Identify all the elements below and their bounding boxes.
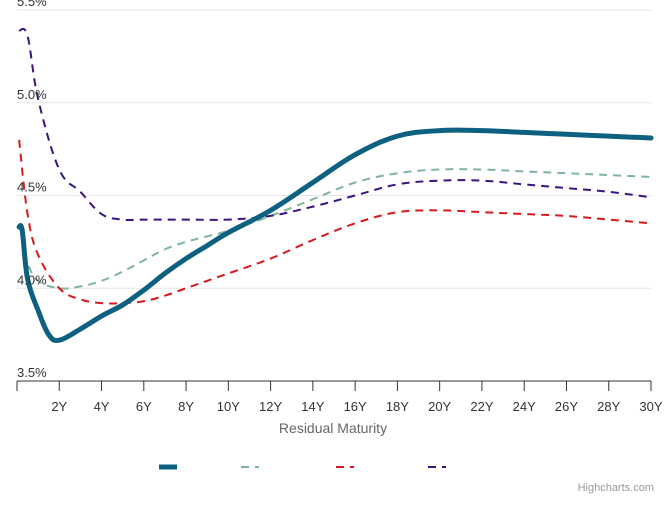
- x-tick-label: 26Y: [555, 399, 578, 414]
- x-tick-label: 4Y: [94, 399, 110, 414]
- highcharts-credit-link[interactable]: Highcharts.com: [577, 482, 654, 494]
- series-line-4[interactable]: [18, 27, 652, 222]
- series-line-1[interactable]: [16, 127, 654, 343]
- x-tick-label: 16Y: [344, 399, 367, 414]
- y-tick-label: 4.5%: [17, 180, 47, 195]
- y-tick-label: 3.5%: [17, 365, 47, 380]
- series-line-2[interactable]: [18, 168, 652, 290]
- series-layer[interactable]: [16, 27, 654, 343]
- y-tick-label: 5.5%: [17, 0, 47, 9]
- x-tick-label: 14Y: [301, 399, 324, 414]
- x-tick-label: 24Y: [513, 399, 536, 414]
- x-tick-label: 28Y: [597, 399, 620, 414]
- x-tick-label: 2Y: [51, 399, 67, 414]
- x-tick-label: 22Y: [470, 399, 493, 414]
- y-axis-labels: 3.5% 4.0% 4.5% 5.0% 5.5%: [17, 0, 47, 380]
- x-axis-title: Residual Maturity: [279, 420, 387, 436]
- x-tick-label: 6Y: [136, 399, 152, 414]
- x-tick-label: 30Y: [639, 399, 662, 414]
- x-axis-labels: 2Y 4Y 6Y 8Y 10Y 12Y 14Y 16Y 18Y 20Y 22Y 24Y 26Y 28Y 30…: [51, 399, 663, 414]
- x-tick-label: 8Y: [178, 399, 194, 414]
- x-tick-label: 12Y: [259, 399, 282, 414]
- series-line-3[interactable]: [18, 139, 652, 305]
- y-tick-label: 5.0%: [17, 87, 47, 102]
- grid-layer: [17, 9, 651, 382]
- y-tick-label: 4.0%: [17, 272, 47, 287]
- x-tick-label: 20Y: [428, 399, 451, 414]
- x-tick-label: 18Y: [386, 399, 409, 414]
- x-tick-label: 10Y: [217, 399, 240, 414]
- axis-layer: [16, 380, 652, 391]
